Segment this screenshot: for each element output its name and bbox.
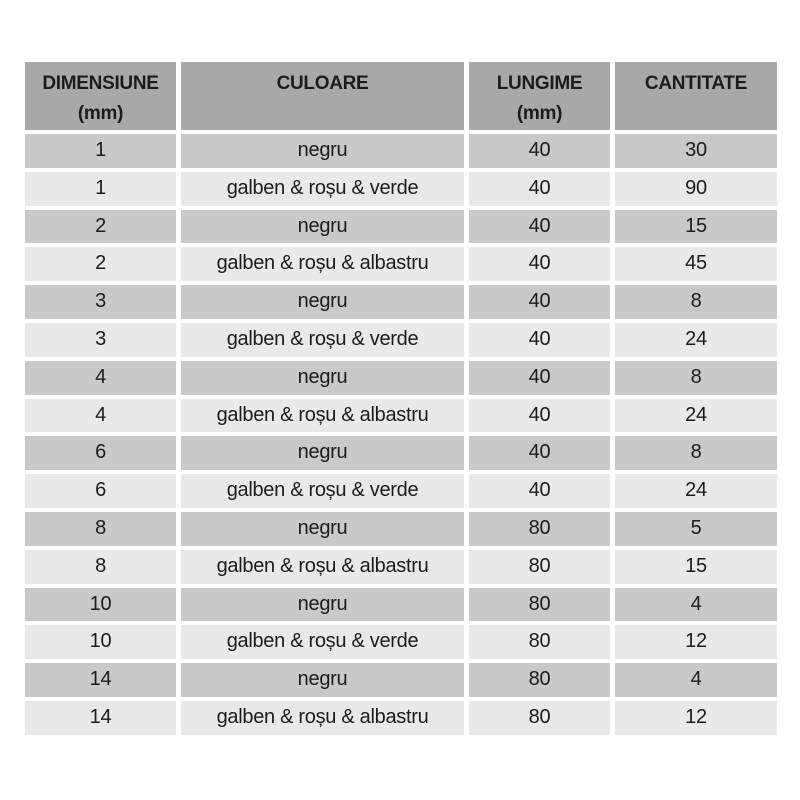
cell-dimensiune: 1: [25, 134, 176, 168]
cell-dimensiune: 2: [25, 209, 176, 244]
cell-culoare: galben & roșu & albastru: [181, 700, 464, 735]
table-row: 14 galben & roșu & albastru 80 12: [25, 700, 777, 735]
cell-lungime: 40: [469, 209, 610, 244]
column-header-label: CANTITATE: [644, 73, 748, 94]
cell-lungime: 40: [469, 285, 610, 319]
cell-dimensiune: 10: [25, 587, 176, 622]
cell-dimensiune: 6: [25, 436, 176, 471]
cell-dimensiune: 2: [25, 247, 176, 282]
cell-culoare: galben & roșu & verde: [181, 322, 464, 357]
cell-cantitate: 4: [615, 663, 777, 697]
cell-dimensiune: 1: [25, 171, 176, 206]
cell-cantitate: 24: [615, 322, 777, 357]
column-header-label: CULOARE: [276, 73, 369, 94]
cell-lungime: 40: [469, 247, 610, 282]
column-header-unit: (mm): [516, 103, 563, 124]
cell-lungime: 40: [469, 134, 610, 168]
table-row: 6 galben & roșu & verde 40 24: [25, 474, 777, 508]
cell-cantitate: 15: [615, 549, 777, 584]
cell-culoare: galben & roșu & albastru: [181, 247, 464, 282]
table-row: 6 negru 40 8: [25, 436, 777, 471]
column-header-dimensiune: DIMENSIUNE (mm): [25, 62, 176, 130]
table-header-row: DIMENSIUNE (mm) CULOARE LUNGIME (mm) CAN…: [25, 62, 777, 130]
cell-culoare: galben & roșu & verde: [181, 625, 464, 660]
cell-cantitate: 8: [615, 436, 777, 471]
column-header-label: LUNGIME: [496, 73, 583, 94]
cell-cantitate: 30: [615, 134, 777, 168]
cell-dimensiune: 8: [25, 549, 176, 584]
table-body: 1 negru 40 30 1 galben & roșu & verde 40…: [25, 134, 777, 735]
table-row: 10 galben & roșu & verde 80 12: [25, 625, 777, 660]
cell-cantitate: 4: [615, 587, 777, 622]
cell-cantitate: 24: [615, 474, 777, 508]
table-row: 10 negru 80 4: [25, 587, 777, 622]
cell-cantitate: 90: [615, 171, 777, 206]
cell-lungime: 80: [469, 700, 610, 735]
cell-dimensiune: 6: [25, 474, 176, 508]
table-row: 8 galben & roșu & albastru 80 15: [25, 549, 777, 584]
cell-cantitate: 8: [615, 360, 777, 395]
table-row: 2 negru 40 15: [25, 209, 777, 244]
cell-culoare: negru: [181, 587, 464, 622]
spec-table: DIMENSIUNE (mm) CULOARE LUNGIME (mm) CAN…: [25, 62, 777, 735]
cell-cantitate: 24: [615, 398, 777, 433]
cell-dimensiune: 3: [25, 285, 176, 319]
cell-dimensiune: 4: [25, 398, 176, 433]
table-row: 3 negru 40 8: [25, 285, 777, 319]
cell-dimensiune: 14: [25, 663, 176, 697]
cell-lungime: 40: [469, 360, 610, 395]
cell-culoare: negru: [181, 436, 464, 471]
cell-cantitate: 8: [615, 285, 777, 319]
column-header-unit: (mm): [77, 103, 124, 124]
cell-lungime: 40: [469, 398, 610, 433]
cell-lungime: 80: [469, 587, 610, 622]
column-header-lungime: LUNGIME (mm): [469, 62, 610, 130]
table-row: 3 galben & roșu & verde 40 24: [25, 322, 777, 357]
cell-lungime: 40: [469, 474, 610, 508]
cell-lungime: 80: [469, 549, 610, 584]
cell-culoare: negru: [181, 209, 464, 244]
cell-dimensiune: 4: [25, 360, 176, 395]
cell-cantitate: 12: [615, 625, 777, 660]
cell-culoare: galben & roșu & verde: [181, 474, 464, 508]
cell-lungime: 80: [469, 663, 610, 697]
cell-culoare: galben & roșu & verde: [181, 171, 464, 206]
table-row: 1 negru 40 30: [25, 134, 777, 168]
column-header-culoare: CULOARE: [181, 62, 464, 130]
column-header-cantitate: CANTITATE: [615, 62, 777, 130]
table-row: 1 galben & roșu & verde 40 90: [25, 171, 777, 206]
cell-culoare: negru: [181, 360, 464, 395]
table-row: 8 negru 80 5: [25, 511, 777, 546]
cell-cantitate: 12: [615, 700, 777, 735]
cell-lungime: 80: [469, 511, 610, 546]
table-row: 4 galben & roșu & albastru 40 24: [25, 398, 777, 433]
cell-lungime: 80: [469, 625, 610, 660]
cell-dimensiune: 10: [25, 625, 176, 660]
cell-culoare: negru: [181, 285, 464, 319]
cell-culoare: negru: [181, 511, 464, 546]
cell-culoare: negru: [181, 663, 464, 697]
cell-culoare: galben & roșu & albastru: [181, 398, 464, 433]
cell-cantitate: 5: [615, 511, 777, 546]
table-row: 14 negru 80 4: [25, 663, 777, 697]
cell-lungime: 40: [469, 322, 610, 357]
cell-cantitate: 45: [615, 247, 777, 282]
cell-dimensiune: 3: [25, 322, 176, 357]
cell-dimensiune: 8: [25, 511, 176, 546]
cell-culoare: negru: [181, 134, 464, 168]
cell-lungime: 40: [469, 436, 610, 471]
cell-lungime: 40: [469, 171, 610, 206]
cell-cantitate: 15: [615, 209, 777, 244]
table-row: 2 galben & roșu & albastru 40 45: [25, 247, 777, 282]
cell-dimensiune: 14: [25, 700, 176, 735]
cell-culoare: galben & roșu & albastru: [181, 549, 464, 584]
column-header-label: DIMENSIUNE: [42, 73, 159, 94]
table-row: 4 negru 40 8: [25, 360, 777, 395]
